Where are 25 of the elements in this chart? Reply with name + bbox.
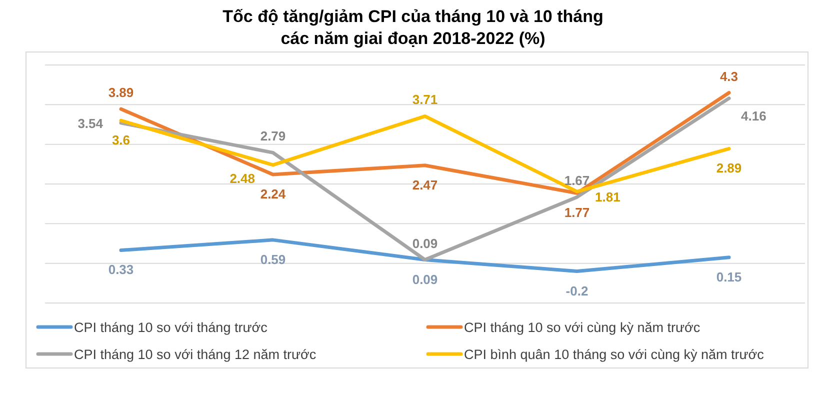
data-label: 2.89 <box>716 160 742 176</box>
legend-label: CPI bình quân 10 tháng so với cùng kỳ năm trước <box>464 347 764 362</box>
data-label: -0.2 <box>566 283 588 298</box>
data-label: 1.67 <box>564 173 590 188</box>
legend-label: CPI tháng 10 so với cùng kỳ năm trước <box>464 320 700 335</box>
legend-label: CPI tháng 10 so với tháng trước <box>74 320 268 335</box>
data-label: 4.3 <box>720 68 738 84</box>
data-label: 0.15 <box>716 269 742 284</box>
data-label: 4.16 <box>741 108 766 124</box>
data-label: 2.48 <box>230 170 255 186</box>
chart-title: Tốc độ tăng/giảm CPI của tháng 10 và 10 tháng các năm giai đoạn 2018-2022 (%) <box>222 7 604 48</box>
data-label: 0.09 <box>412 236 438 251</box>
data-label: 3.6 <box>112 132 130 148</box>
data-label: 2.24 <box>260 186 286 202</box>
data-label: 1.81 <box>595 190 620 205</box>
data-label: 0.33 <box>108 262 134 278</box>
data-label: 3.71 <box>412 92 438 108</box>
data-label: 2.79 <box>260 128 286 144</box>
data-label: 0.59 <box>260 252 286 267</box>
data-label: 2.47 <box>412 177 438 192</box>
data-label: 1.77 <box>564 205 590 220</box>
legend-label: CPI tháng 10 so với tháng 12 năm trước <box>74 347 316 362</box>
data-label: 3.54 <box>78 116 104 131</box>
data-label: 3.89 <box>108 85 134 100</box>
data-label: 0.09 <box>412 272 438 287</box>
